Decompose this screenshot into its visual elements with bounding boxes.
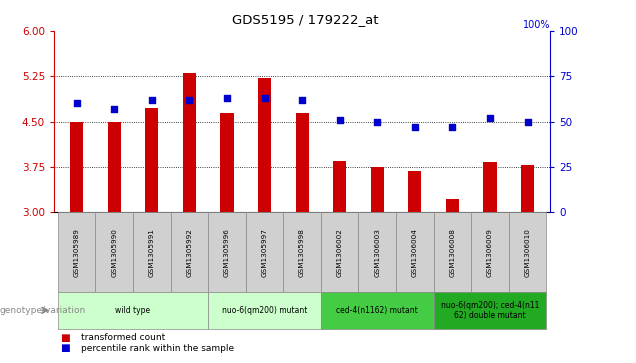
Text: GSM1305991: GSM1305991 bbox=[149, 228, 155, 277]
Point bbox=[184, 97, 195, 103]
Text: GSM1306010: GSM1306010 bbox=[525, 228, 530, 277]
Text: ■: ■ bbox=[60, 333, 70, 343]
Point bbox=[410, 124, 420, 130]
Bar bbox=[208, 212, 245, 292]
Bar bbox=[521, 165, 534, 212]
Bar bbox=[396, 212, 434, 292]
Bar bbox=[95, 212, 133, 292]
Bar bbox=[170, 212, 208, 292]
Bar bbox=[183, 73, 196, 212]
Bar bbox=[283, 212, 321, 292]
Bar bbox=[509, 212, 546, 292]
Text: ced-4(n1162) mutant: ced-4(n1162) mutant bbox=[336, 306, 418, 315]
Point bbox=[71, 101, 81, 106]
Bar bbox=[471, 212, 509, 292]
Text: genotype/variation: genotype/variation bbox=[0, 306, 86, 315]
Bar bbox=[321, 292, 434, 329]
Text: ■: ■ bbox=[60, 343, 70, 354]
Text: percentile rank within the sample: percentile rank within the sample bbox=[81, 344, 234, 353]
Bar bbox=[245, 212, 283, 292]
Bar bbox=[133, 212, 170, 292]
Bar bbox=[321, 212, 359, 292]
Bar bbox=[258, 78, 271, 212]
Text: transformed count: transformed count bbox=[81, 333, 165, 342]
Bar bbox=[434, 212, 471, 292]
Bar bbox=[58, 212, 95, 292]
Text: GSM1305992: GSM1305992 bbox=[186, 228, 192, 277]
Bar bbox=[359, 212, 396, 292]
Point bbox=[147, 97, 157, 103]
Point bbox=[335, 117, 345, 123]
Text: nuo-6(qm200) mutant: nuo-6(qm200) mutant bbox=[222, 306, 307, 315]
Point bbox=[372, 119, 382, 125]
Bar bbox=[483, 162, 497, 212]
Bar bbox=[434, 292, 546, 329]
Bar bbox=[58, 292, 208, 329]
Text: GSM1306002: GSM1306002 bbox=[336, 228, 343, 277]
Text: GSM1305989: GSM1305989 bbox=[74, 228, 80, 277]
Text: GSM1306004: GSM1306004 bbox=[412, 228, 418, 277]
Point bbox=[259, 95, 270, 101]
Bar bbox=[107, 122, 121, 212]
Point bbox=[109, 106, 120, 112]
Point bbox=[523, 119, 533, 125]
Text: wild type: wild type bbox=[115, 306, 151, 315]
Bar bbox=[220, 113, 233, 212]
Text: GDS5195 / 179222_at: GDS5195 / 179222_at bbox=[232, 13, 378, 26]
Point bbox=[485, 115, 495, 121]
Text: GSM1306009: GSM1306009 bbox=[487, 228, 493, 277]
Bar bbox=[145, 108, 158, 212]
Text: 100%: 100% bbox=[523, 20, 550, 30]
Text: nuo-6(qm200); ced-4(n11
62) double mutant: nuo-6(qm200); ced-4(n11 62) double mutan… bbox=[441, 301, 539, 320]
Point bbox=[297, 97, 307, 103]
Text: GSM1305990: GSM1305990 bbox=[111, 228, 117, 277]
Bar bbox=[446, 199, 459, 212]
Bar bbox=[371, 167, 384, 212]
Bar bbox=[333, 161, 346, 212]
Text: GSM1306003: GSM1306003 bbox=[374, 228, 380, 277]
Point bbox=[222, 95, 232, 101]
Bar bbox=[208, 292, 321, 329]
Text: GSM1305998: GSM1305998 bbox=[299, 228, 305, 277]
Text: GSM1305996: GSM1305996 bbox=[224, 228, 230, 277]
Bar bbox=[408, 171, 422, 212]
Text: GSM1306008: GSM1306008 bbox=[450, 228, 455, 277]
Bar bbox=[296, 113, 308, 212]
Point bbox=[447, 124, 457, 130]
Text: GSM1305997: GSM1305997 bbox=[261, 228, 268, 277]
Bar bbox=[70, 122, 83, 212]
